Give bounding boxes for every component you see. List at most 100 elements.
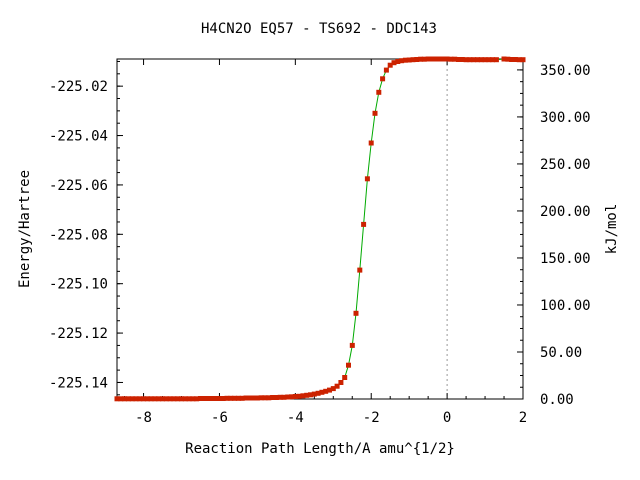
- data-point: [338, 380, 344, 385]
- data-point: [118, 396, 124, 402]
- data-point: [247, 395, 253, 401]
- y-tick-label: -225.12: [49, 326, 108, 342]
- data-point: [258, 395, 264, 401]
- data-point: [323, 388, 329, 394]
- data-point: [311, 391, 317, 397]
- data-point: [327, 387, 332, 393]
- data-point: [228, 395, 234, 401]
- plot-area: [116, 58, 524, 400]
- data-point: [205, 396, 211, 401]
- data-point: [175, 396, 181, 402]
- data-point: [198, 396, 203, 401]
- data-point: [273, 395, 279, 400]
- data-point: [399, 58, 405, 64]
- data-point: [452, 56, 458, 62]
- data-point: [281, 394, 287, 400]
- data-point: [167, 396, 173, 402]
- data-point: [512, 57, 518, 62]
- data-point: [137, 396, 143, 402]
- y-tick-label: -225.08: [49, 227, 108, 243]
- data-point: [505, 56, 511, 62]
- data-point: [254, 395, 260, 401]
- data-point: [114, 396, 120, 402]
- data-point: [520, 57, 526, 63]
- data-point: [171, 396, 177, 402]
- data-point: [148, 396, 154, 402]
- data-point: [463, 57, 469, 63]
- data-point: [414, 57, 420, 62]
- y2-tick-label: 100.00: [540, 298, 591, 314]
- y-axis-left: -225.02 -225.04 -225.06 -225.08 -225.10 -225.…: [49, 60, 123, 396]
- data-point: [501, 56, 507, 62]
- data-point: [300, 393, 306, 399]
- data-point: [471, 57, 477, 63]
- data-point: [516, 57, 522, 63]
- y-tick-label: -225.14: [49, 375, 108, 391]
- y-axis-right: 0.00 50.00 100.00 150.00 200.00 250.00 300.00 3…: [517, 63, 591, 408]
- data-point: [277, 394, 283, 400]
- data-point: [372, 110, 378, 116]
- data-point: [224, 395, 230, 401]
- y-tick-label: -225.02: [49, 79, 108, 95]
- data-point: [122, 396, 128, 402]
- data-point: [201, 396, 207, 401]
- x-tick-label: -2: [363, 410, 380, 426]
- data-point: [190, 396, 196, 402]
- data-point: [152, 396, 158, 402]
- data-point: [475, 57, 480, 63]
- energy-profile-points: [114, 56, 526, 402]
- data-point: [387, 62, 393, 68]
- data-point: [353, 310, 359, 316]
- y2-tick-label: 250.00: [540, 157, 591, 173]
- data-point: [437, 56, 442, 62]
- data-point: [467, 57, 473, 63]
- data-point: [361, 221, 367, 227]
- y2-tick-label: 50.00: [540, 345, 582, 361]
- data-point: [380, 76, 386, 82]
- data-point: [125, 396, 131, 402]
- data-point: [156, 396, 162, 402]
- data-point: [243, 395, 249, 401]
- data-point: [319, 389, 325, 395]
- data-point: [334, 383, 340, 389]
- x-tick-label: -4: [287, 410, 304, 426]
- data-point: [410, 57, 416, 63]
- y2-tick-label: 0.00: [540, 392, 574, 408]
- y2-tick-label: 350.00: [540, 63, 591, 79]
- data-point: [349, 342, 355, 348]
- data-point: [239, 395, 245, 401]
- x-axis: -8 -6 -4 -2 0 2: [124, 59, 527, 426]
- data-point: [364, 176, 370, 182]
- x-tick-label: -8: [135, 410, 152, 426]
- y-tick-label: -225.06: [49, 178, 108, 194]
- data-point: [482, 57, 488, 63]
- data-point: [220, 396, 226, 401]
- x-tick-label: 2: [519, 410, 527, 426]
- x-axis-label: Reaction Path Length/A amu^{1/2}: [185, 441, 455, 457]
- data-point: [395, 59, 401, 64]
- data-point: [456, 57, 461, 62]
- data-point: [383, 67, 389, 73]
- x-tick-label: -6: [211, 410, 228, 426]
- data-point: [133, 396, 139, 402]
- data-point: [163, 396, 169, 402]
- y-tick-label: -225.10: [49, 277, 108, 293]
- data-point: [308, 392, 313, 398]
- data-point: [216, 396, 222, 401]
- y2-tick-label: 300.00: [540, 110, 591, 126]
- data-point: [418, 56, 424, 62]
- data-point: [266, 395, 272, 401]
- chart-title: H4CN2O EQ57 - TS692 - DDC143: [201, 21, 437, 37]
- data-point: [357, 267, 363, 273]
- data-point: [262, 395, 268, 401]
- y2-tick-label: 150.00: [540, 251, 591, 267]
- data-point: [330, 386, 336, 392]
- data-point: [129, 396, 135, 402]
- data-point: [402, 57, 408, 63]
- data-point: [490, 57, 496, 63]
- data-point: [292, 394, 298, 399]
- data-point: [406, 57, 412, 63]
- data-point: [285, 394, 291, 400]
- x-tick-label: 0: [443, 410, 451, 426]
